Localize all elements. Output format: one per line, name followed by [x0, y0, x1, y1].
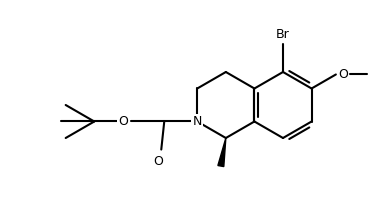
Text: Br: Br: [276, 28, 290, 41]
Text: O: O: [119, 115, 128, 128]
Polygon shape: [218, 138, 226, 167]
Text: N: N: [193, 115, 202, 128]
Text: O: O: [338, 68, 348, 81]
Text: O: O: [153, 155, 163, 168]
